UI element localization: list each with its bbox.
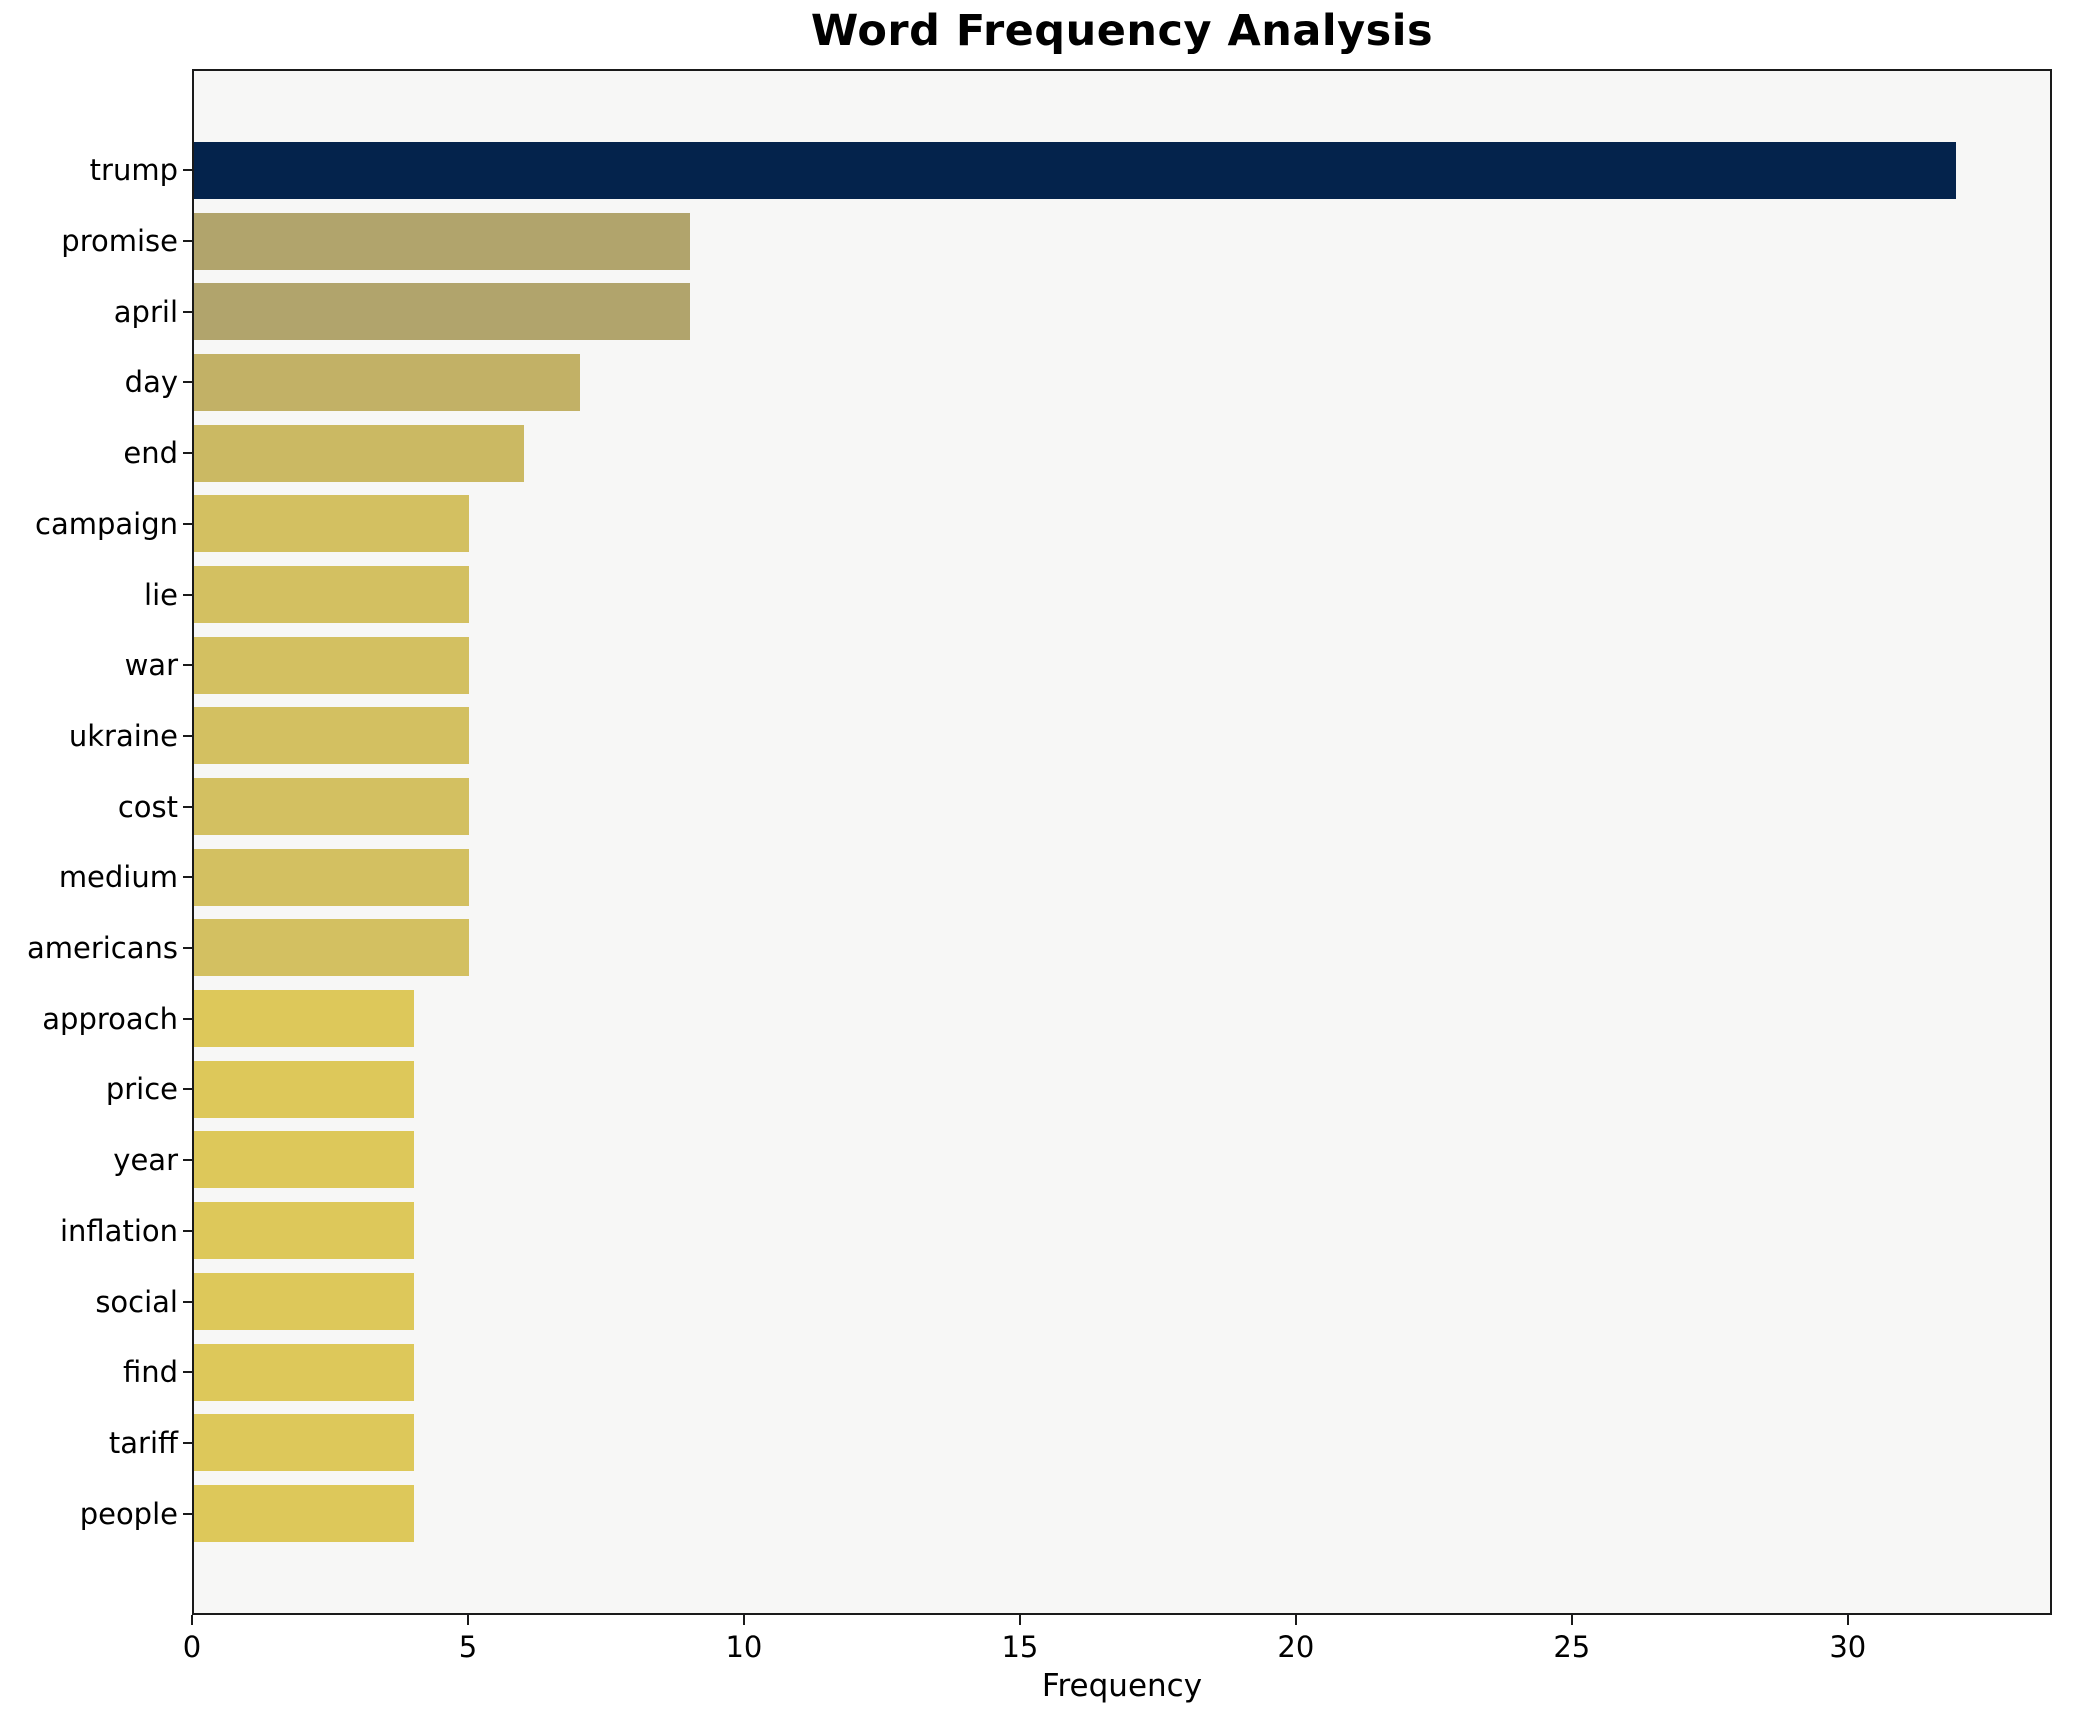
y-tick-label-day: day (124, 365, 178, 400)
y-tick-mark (183, 664, 192, 667)
x-tick-label-30: 30 (1829, 1630, 1867, 1664)
bar-row (194, 983, 2050, 1054)
y-tick-label-lie: lie (144, 577, 178, 612)
y-tick-label-april: april (113, 294, 178, 329)
y-tick-mark (183, 1229, 192, 1232)
bar-row (194, 1266, 2050, 1337)
bar-row (194, 1478, 2050, 1549)
y-tick-label-inflation: inflation (59, 1213, 178, 1248)
x-axis-label: Frequency (1041, 1668, 1203, 1704)
y-tick-label-find: find (122, 1355, 178, 1390)
y-tick-label-trump: trump (89, 153, 178, 188)
bar-campaign (194, 495, 470, 553)
bar-find (194, 1343, 415, 1401)
y-tick-mark (183, 310, 192, 313)
x-tick-mark (742, 1615, 745, 1625)
bar-tariff (194, 1414, 415, 1472)
bar-row (194, 1337, 2050, 1408)
bar-row (194, 418, 2050, 489)
x-tick-label-5: 5 (458, 1630, 478, 1664)
bar-row (194, 1195, 2050, 1266)
y-tick-mark (183, 876, 192, 879)
y-tick-mark (183, 1300, 192, 1303)
bar-row (194, 842, 2050, 913)
y-tick-mark (183, 1159, 192, 1162)
y-tick-mark (183, 1017, 192, 1020)
bar-april (194, 283, 690, 341)
y-tick-mark (183, 1371, 192, 1374)
x-tick-mark (191, 1615, 193, 1625)
y-tick-mark (183, 593, 192, 596)
bar-inflation (194, 1202, 415, 1260)
bar-day (194, 353, 580, 411)
bar-ukraine (194, 707, 470, 765)
y-tick-mark (183, 169, 192, 172)
y-tick-mark (183, 1441, 192, 1444)
plot-area (192, 69, 2052, 1615)
bars-container (194, 135, 2050, 1549)
y-tick-label-campaign: campaign (35, 506, 178, 541)
y-tick-mark (183, 381, 192, 384)
bar-people (194, 1484, 415, 1542)
bar-medium (194, 848, 470, 906)
x-tick-mark (1846, 1615, 1849, 1625)
y-tick-label-war: war (124, 648, 178, 683)
y-tick-label-promise: promise (61, 224, 178, 259)
bar-lie (194, 565, 470, 623)
chart-title: Word Frequency Analysis (810, 6, 1434, 56)
x-tick-label-20: 20 (1277, 1630, 1315, 1664)
bar-promise (194, 212, 690, 270)
bar-row (194, 135, 2050, 206)
x-tick-label-25: 25 (1553, 1630, 1591, 1664)
bar-war (194, 636, 470, 694)
y-tick-mark (183, 805, 192, 808)
y-tick-label-medium: medium (58, 860, 178, 895)
bar-row (194, 701, 2050, 772)
bar-row (194, 1407, 2050, 1478)
y-tick-label-people: people (79, 1496, 178, 1531)
y-tick-label-social: social (95, 1284, 178, 1319)
x-tick-mark (1018, 1615, 1021, 1625)
y-tick-label-year: year (113, 1143, 178, 1178)
bar-end (194, 424, 525, 482)
bar-year (194, 1131, 415, 1189)
y-tick-mark (183, 452, 192, 455)
bar-row (194, 559, 2050, 630)
y-tick-mark (183, 947, 192, 950)
y-tick-mark (183, 734, 192, 737)
y-tick-label-cost: cost (117, 789, 178, 824)
bar-row (194, 206, 2050, 277)
y-tick-label-tariff: tariff (108, 1425, 178, 1460)
x-tick-label-15: 15 (1001, 1630, 1039, 1664)
y-tick-label-end: end (123, 436, 178, 471)
bar-row (194, 276, 2050, 347)
y-tick-label-ukraine: ukraine (68, 718, 178, 753)
bar-row (194, 913, 2050, 984)
x-tick-mark (466, 1615, 469, 1625)
x-tick-label-10: 10 (725, 1630, 763, 1664)
bar-trump (194, 141, 1957, 199)
bar-row (194, 1125, 2050, 1196)
bar-americans (194, 919, 470, 977)
x-tick-mark (1570, 1615, 1573, 1625)
bar-cost (194, 778, 470, 836)
bar-row (194, 1054, 2050, 1125)
y-tick-label-americans: americans (26, 931, 178, 966)
bar-row (194, 488, 2050, 559)
bar-row (194, 347, 2050, 418)
y-tick-mark (183, 1088, 192, 1091)
y-tick-mark (183, 240, 192, 243)
y-tick-mark (183, 522, 192, 525)
bar-row (194, 630, 2050, 701)
y-tick-mark (183, 1512, 192, 1515)
x-tick-label-0: 0 (182, 1630, 202, 1664)
x-tick-mark (1294, 1615, 1297, 1625)
bar-row (194, 771, 2050, 842)
bar-price (194, 1060, 415, 1118)
y-tick-label-approach: approach (42, 1001, 178, 1036)
y-tick-label-price: price (105, 1072, 178, 1107)
bar-social (194, 1272, 415, 1330)
bar-approach (194, 990, 415, 1048)
